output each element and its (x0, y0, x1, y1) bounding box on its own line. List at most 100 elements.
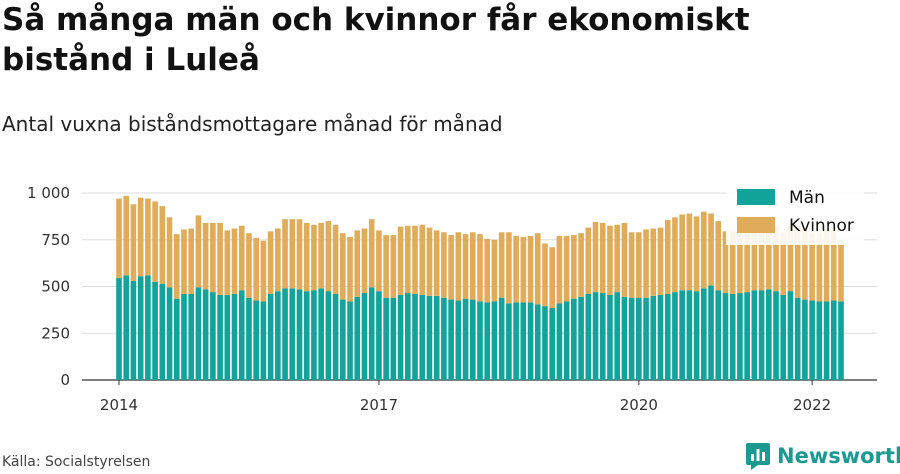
bar-segment-kvinnor (816, 232, 823, 302)
bar-segment-kvinnor (715, 221, 722, 291)
bar-segment-kvinnor (433, 230, 440, 296)
bar-segment-kvinnor (599, 222, 606, 294)
bar-segment-kvinnor (376, 230, 382, 292)
bar-segment-man (433, 295, 440, 380)
bar-segment-man (116, 278, 122, 380)
chart-title: Så många män och kvinnor får ekonomiskt … (2, 2, 750, 78)
bar-segment-man (686, 290, 693, 380)
bar-segment-man (260, 301, 267, 380)
bar-segment-kvinnor (441, 232, 447, 298)
bar-segment-man (585, 293, 592, 380)
bar-segment-man (614, 292, 620, 380)
bar-segment-man (693, 291, 700, 380)
bar-segment-man (275, 291, 281, 380)
bar-segment-kvinnor (340, 233, 346, 300)
bar-segment-man (282, 288, 288, 380)
bar-segment-man (838, 301, 844, 380)
bar-segment-kvinnor (838, 239, 844, 302)
chart-subtitle: Antal vuxna biståndsmottagare månad för … (2, 112, 503, 136)
bar-segment-kvinnor (195, 215, 202, 288)
bar-segment-kvinnor (238, 225, 245, 291)
bar-segment-man (145, 275, 151, 380)
bar-segment-man (794, 297, 801, 380)
bar-segment-man (217, 294, 223, 380)
bar-segment-man (332, 293, 339, 380)
bar-segment-kvinnor (188, 228, 195, 294)
bar-segment-kvinnor (614, 224, 620, 293)
bar-segment-man (607, 294, 613, 380)
bar-segment-man (311, 290, 317, 380)
bar-segment-kvinnor (137, 197, 144, 277)
legend-label: Kvinnor (789, 216, 854, 236)
bar-segment-kvinnor (462, 234, 469, 299)
bar-segment-man (123, 275, 130, 380)
bar-segment-man (628, 297, 635, 380)
bar-segment-man (563, 301, 570, 380)
bar-segment-kvinnor (145, 198, 151, 276)
bar-segment-kvinnor (830, 230, 837, 301)
bar-segment-man (787, 291, 794, 380)
bar-segment-man (303, 291, 310, 380)
bar-segment-man (592, 292, 599, 380)
bar-segment-kvinnor (368, 219, 375, 288)
bar-segment-man (650, 295, 657, 380)
y-tick-label: 500 (41, 278, 70, 296)
bar-segment-kvinnor (130, 204, 137, 281)
bar-segment-man (455, 300, 462, 380)
source-note: Källa: Socialstyrelsen (2, 454, 151, 470)
bar-segment-kvinnor (679, 214, 685, 291)
bar-segment-kvinnor (246, 233, 252, 298)
bar-segment-man (448, 299, 454, 380)
bar-segment-kvinnor (534, 233, 541, 305)
bar-segment-man (195, 287, 202, 380)
bar-segment-kvinnor (469, 232, 476, 300)
x-tick-label: 2020 (620, 396, 658, 414)
bar-segment-kvinnor (628, 232, 635, 298)
bar-segment-kvinnor (455, 232, 462, 301)
x-tick-label: 2014 (100, 396, 138, 414)
bar-segment-kvinnor (722, 231, 729, 294)
bar-segment-man (246, 297, 252, 380)
bar-segment-man (765, 289, 772, 380)
y-tick-label: 750 (41, 231, 70, 249)
bar-segment-kvinnor (693, 216, 700, 292)
bar-segment-man (152, 281, 158, 380)
bar-segment-kvinnor (289, 219, 296, 289)
y-tick-label: 0 (60, 371, 70, 389)
bar-segment-kvinnor (390, 235, 397, 298)
bar-segment-man (361, 293, 368, 380)
bar-segment-man (823, 301, 830, 380)
bar-segment-kvinnor (397, 226, 404, 295)
bar-segment-kvinnor (152, 201, 158, 282)
bar-segment-kvinnor (506, 232, 512, 304)
legend-swatch (737, 217, 775, 233)
bar-segment-kvinnor (607, 225, 613, 295)
bar-segment-man (462, 298, 469, 380)
bar-segment-kvinnor (650, 228, 657, 296)
bar-segment-kvinnor (123, 195, 130, 276)
bar-segment-kvinnor (361, 228, 368, 294)
bar-segment-man (701, 288, 707, 380)
bar-segment-man (159, 283, 166, 380)
bar-segment-kvinnor (282, 219, 288, 289)
bar-segment-man (491, 301, 498, 380)
bar-segment-man (809, 300, 815, 380)
bar-segment-kvinnor (520, 236, 527, 303)
bar-segment-kvinnor (823, 230, 830, 302)
x-tick-label: 2022 (793, 396, 831, 414)
bar-segment-kvinnor (527, 236, 534, 303)
bar-segment-kvinnor (802, 230, 808, 300)
bar-segment-kvinnor (166, 217, 173, 288)
bar-segment-man (181, 293, 187, 380)
bar-segment-man (830, 300, 837, 380)
bar-segment-man (513, 302, 519, 380)
bar-segment-kvinnor (311, 224, 317, 291)
bar-segment-kvinnor (231, 228, 238, 294)
x-tick-label: 2017 (360, 396, 398, 414)
bar-segment-man (296, 289, 303, 380)
bar-segment-kvinnor (672, 217, 678, 293)
bar-segment-kvinnor (253, 237, 259, 301)
bar-segment-man (484, 302, 491, 380)
bar-segment-kvinnor (686, 213, 693, 291)
bar-segment-kvinnor (592, 221, 599, 293)
